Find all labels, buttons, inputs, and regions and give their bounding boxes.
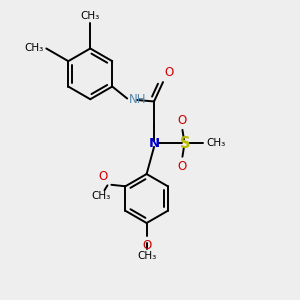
Text: O: O — [178, 114, 187, 127]
Text: O: O — [178, 160, 187, 173]
Text: CH₃: CH₃ — [81, 11, 100, 21]
Text: N: N — [148, 137, 160, 150]
Text: NH: NH — [129, 94, 146, 106]
Text: S: S — [180, 136, 191, 151]
Text: O: O — [164, 66, 174, 79]
Text: CH₃: CH₃ — [24, 44, 43, 53]
Text: CH₃: CH₃ — [206, 138, 226, 148]
Text: CH₃: CH₃ — [137, 251, 156, 261]
Text: CH₃: CH₃ — [91, 191, 110, 201]
Text: O: O — [99, 170, 108, 183]
Text: O: O — [142, 238, 151, 251]
